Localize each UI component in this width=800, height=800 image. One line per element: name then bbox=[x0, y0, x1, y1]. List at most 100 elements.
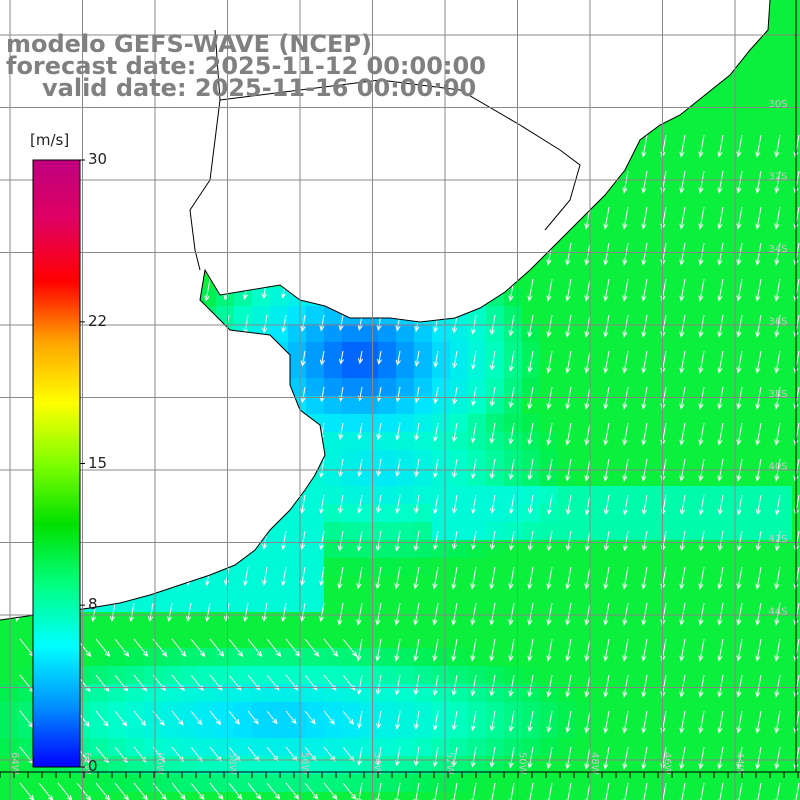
wind-speed-cell bbox=[378, 486, 397, 505]
wind-arrow-head bbox=[329, 718, 335, 725]
wind-speed-cell bbox=[540, 666, 559, 685]
wind-speed-cell bbox=[540, 288, 559, 307]
wind-arrow-head bbox=[717, 475, 723, 482]
wind-speed-cell bbox=[648, 468, 667, 487]
wind-speed-cell bbox=[594, 234, 613, 253]
wind-speed-cell bbox=[666, 288, 685, 307]
wind-speed-cell bbox=[432, 324, 451, 343]
wind-speed-cell bbox=[360, 360, 379, 379]
wind-speed-cell bbox=[18, 792, 37, 800]
wind-arrow-shaft bbox=[285, 638, 300, 657]
wind-speed-cell bbox=[468, 378, 487, 397]
wind-speed-cell bbox=[396, 468, 415, 487]
wind-speed-cell bbox=[720, 756, 739, 775]
wind-arrow-head bbox=[330, 755, 336, 762]
wind-arrow-head bbox=[299, 615, 306, 623]
wind-speed-cell bbox=[468, 414, 487, 433]
wind-arrow-shaft bbox=[323, 746, 336, 762]
wind-arrow-head bbox=[103, 720, 109, 727]
wind-arrow-shaft bbox=[415, 782, 420, 800]
wind-arrow-head bbox=[584, 223, 590, 230]
wind-speed-cell bbox=[648, 180, 667, 199]
wind-arrow-head bbox=[470, 655, 476, 662]
wind-arrow-head bbox=[204, 579, 211, 587]
wind-speed-cell bbox=[468, 630, 487, 649]
wind-speed-cell bbox=[216, 666, 235, 685]
wind-speed-cell bbox=[414, 504, 433, 523]
wind-arrow-head bbox=[527, 726, 533, 733]
wind-arrow-shaft bbox=[718, 242, 724, 265]
wind-speed-cell bbox=[72, 792, 91, 800]
wind-arrow-shaft bbox=[228, 638, 243, 657]
wind-speed-cell bbox=[180, 684, 199, 703]
wind-arrow-head bbox=[565, 509, 571, 516]
wind-speed-cell bbox=[720, 684, 739, 703]
wind-arrow-head bbox=[432, 435, 439, 442]
wind-arrow-shaft bbox=[149, 602, 154, 621]
wind-arrow-head bbox=[546, 331, 552, 338]
wind-speed-cell bbox=[702, 576, 721, 595]
wind-arrow-head bbox=[508, 295, 514, 302]
wind-arrow-head bbox=[451, 507, 458, 515]
wind-speed-cell bbox=[144, 648, 163, 667]
wind-speed-cell bbox=[666, 468, 685, 487]
wind-speed-cell bbox=[432, 360, 451, 379]
wind-speed-cell bbox=[522, 378, 541, 397]
wind-arrow-shaft bbox=[285, 710, 297, 724]
wind-speed-cell bbox=[450, 648, 469, 667]
wind-speed-cell bbox=[756, 198, 775, 217]
wind-speed-cell bbox=[648, 594, 667, 613]
wind-speed-cell bbox=[342, 342, 361, 361]
wind-speed-cell bbox=[702, 288, 721, 307]
wind-speed-cell bbox=[756, 756, 775, 775]
wind-arrow-shaft bbox=[548, 530, 553, 551]
wind-arrow-head bbox=[603, 619, 609, 626]
wind-arrow-head bbox=[332, 651, 339, 657]
wind-arrow-head bbox=[300, 360, 306, 367]
wind-speed-cell bbox=[720, 414, 739, 433]
wind-speed-cell bbox=[360, 378, 379, 397]
wind-arrow-shaft bbox=[623, 206, 629, 229]
wind-speed-cell bbox=[702, 630, 721, 649]
wind-arrow-shaft bbox=[604, 746, 610, 769]
wind-arrow-head bbox=[470, 328, 477, 335]
wind-speed-cell bbox=[648, 414, 667, 433]
wind-arrow-shaft bbox=[338, 530, 344, 551]
wind-arrow-shaft bbox=[263, 602, 268, 621]
wind-speed-cell bbox=[306, 594, 325, 613]
wind-arrow-head bbox=[622, 655, 628, 662]
wind-arrow-head bbox=[375, 759, 382, 767]
wind-speed-cell bbox=[648, 270, 667, 289]
wind-speed-cell bbox=[522, 450, 541, 469]
wind-speed-cell bbox=[684, 558, 703, 577]
wind-arrow-shaft bbox=[680, 710, 686, 733]
wind-arrow-head bbox=[755, 691, 761, 698]
wind-speed-cell bbox=[738, 612, 757, 631]
wind-arrow-shaft bbox=[680, 350, 686, 373]
wind-speed-cell bbox=[198, 756, 217, 775]
wind-arrow-shaft bbox=[642, 278, 648, 301]
latitude-label: 32S bbox=[768, 172, 787, 183]
wind-speed-cell bbox=[666, 360, 685, 379]
wind-speed-cell bbox=[738, 756, 757, 775]
wind-arrow-shaft bbox=[472, 710, 477, 731]
wind-arrow-shaft bbox=[680, 566, 686, 589]
wind-speed-cell bbox=[522, 666, 541, 685]
wind-speed-cell bbox=[396, 558, 415, 577]
wind-speed-cell bbox=[702, 252, 721, 271]
wind-speed-cell bbox=[774, 198, 793, 217]
wind-speed-cell bbox=[738, 666, 757, 685]
wind-speed-cell bbox=[720, 432, 739, 451]
wind-arrow-head bbox=[774, 259, 780, 266]
wind-arrow-shaft bbox=[304, 710, 316, 724]
wind-speed-cell bbox=[306, 738, 325, 757]
wind-arrow-head bbox=[622, 367, 628, 374]
wind-arrow-head bbox=[508, 725, 514, 732]
wind-arrow-shaft bbox=[114, 638, 129, 657]
wind-arrow-head bbox=[793, 475, 799, 482]
wind-arrow-head bbox=[470, 761, 476, 768]
wind-arrow-shaft bbox=[415, 710, 420, 729]
wind-speed-cell bbox=[684, 684, 703, 703]
wind-arrow-shaft bbox=[19, 710, 34, 728]
wind-speed-cell bbox=[558, 558, 577, 577]
